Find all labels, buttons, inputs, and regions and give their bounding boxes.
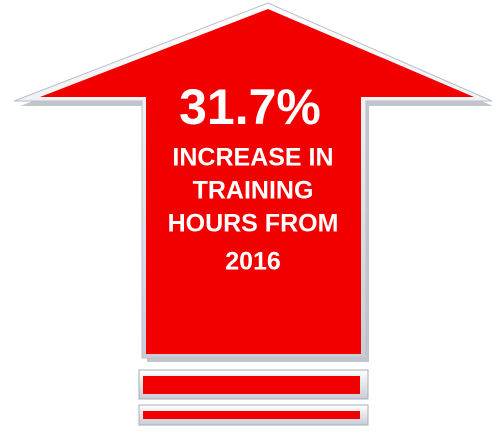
caption-line: TRAINING [193, 177, 314, 205]
caption-line: 2016 [225, 248, 281, 276]
caption-line: HOURS FROM [168, 210, 339, 238]
headline: 31.7% [179, 79, 321, 135]
arrow [40, 9, 474, 354]
bar [143, 376, 360, 394]
bar [143, 411, 360, 419]
caption-line: INCREASE IN [172, 144, 333, 172]
